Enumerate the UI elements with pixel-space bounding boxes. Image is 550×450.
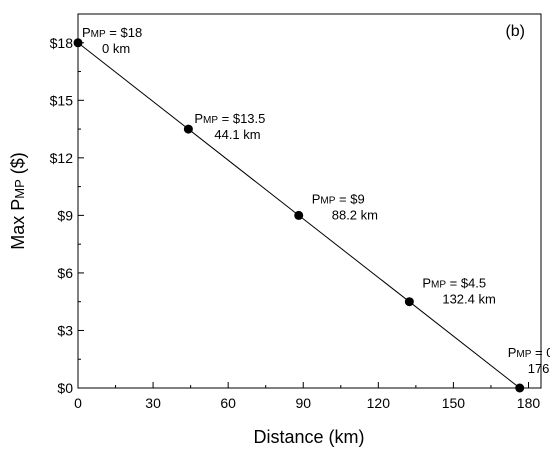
y-tick-label: $18 xyxy=(50,35,74,51)
point-annotations: PMP = $180 km PMP = $13.544.1 km PMP = $98… xyxy=(82,25,550,376)
data-point xyxy=(73,38,83,48)
y-tick-label: $15 xyxy=(50,92,74,108)
annotation-distance: 88.2 km xyxy=(332,207,378,222)
data-point xyxy=(294,210,304,220)
y-tick-label: $6 xyxy=(57,265,73,281)
annotation-distance: 132.4 km xyxy=(442,292,495,307)
panel-label: (b) xyxy=(505,23,525,40)
x-tick-label: 120 xyxy=(367,395,391,411)
y-tick-label: $0 xyxy=(57,380,73,396)
data-points xyxy=(73,38,525,393)
annotation-distance: 0 km xyxy=(102,41,130,56)
annotation-price: PMP = $4.5 xyxy=(422,276,486,291)
data-point xyxy=(515,383,525,393)
annotation-price: PMP = $13.5 xyxy=(194,111,265,126)
annotation-distance: 176.5 km xyxy=(528,361,550,376)
x-axis-title: Distance (km) xyxy=(253,427,364,447)
x-axis: 0 30 60 90 120 150 180 xyxy=(74,382,540,411)
y-axis-title: Max PMP ($) xyxy=(8,152,28,250)
x-tick-label: 90 xyxy=(295,395,311,411)
x-tick-label: 150 xyxy=(442,395,466,411)
x-tick-label: 30 xyxy=(145,395,161,411)
annotation-price: PMP = 0 xyxy=(508,345,550,360)
x-tick-label: 60 xyxy=(220,395,236,411)
annotation-price: PMP = $9 xyxy=(312,191,365,206)
annotation-distance: 44.1 km xyxy=(214,127,260,142)
x-tick-label: 0 xyxy=(74,395,82,411)
y-tick-label: $12 xyxy=(50,150,74,166)
y-tick-label: $3 xyxy=(57,322,73,338)
y-tick-label: $9 xyxy=(57,207,73,223)
annotation-price: PMP = $18 xyxy=(82,25,142,40)
x-tick-label: 180 xyxy=(517,395,541,411)
plot-frame xyxy=(77,13,542,389)
data-point xyxy=(404,297,414,307)
data-point xyxy=(183,124,193,134)
y-axis: $0 $3 $6 $9 $12 $15 $18 xyxy=(50,35,84,396)
